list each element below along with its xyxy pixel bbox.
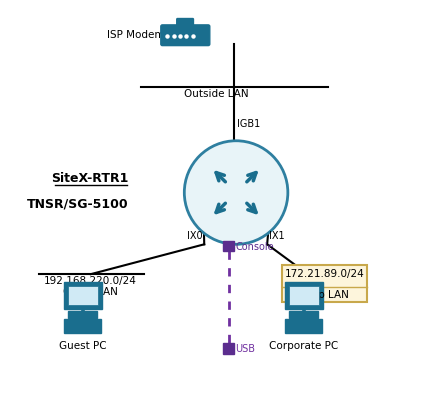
Text: IGB1: IGB1	[237, 119, 260, 129]
Text: 172.21.89.0/24: 172.21.89.0/24	[284, 269, 364, 279]
FancyBboxPatch shape	[68, 311, 97, 318]
Text: IX0: IX0	[187, 231, 202, 241]
FancyBboxPatch shape	[64, 319, 101, 333]
FancyBboxPatch shape	[177, 18, 194, 27]
Text: Console: Console	[235, 243, 274, 253]
FancyBboxPatch shape	[285, 282, 323, 309]
Text: Guest PC: Guest PC	[59, 341, 107, 350]
Text: Corp LAN: Corp LAN	[300, 290, 349, 300]
Text: Corporate PC: Corporate PC	[269, 341, 338, 350]
Text: IX1: IX1	[269, 231, 285, 241]
Text: SiteX-RTR1: SiteX-RTR1	[51, 172, 128, 185]
FancyBboxPatch shape	[289, 286, 319, 306]
Text: 192.168.220.0/24
Guest LAN: 192.168.220.0/24 Guest LAN	[44, 276, 137, 298]
FancyBboxPatch shape	[68, 286, 98, 306]
Bar	[223, 344, 234, 354]
FancyBboxPatch shape	[289, 311, 318, 318]
Text: ISP Modem/Router: ISP Modem/Router	[107, 30, 202, 40]
FancyBboxPatch shape	[285, 319, 323, 333]
FancyBboxPatch shape	[282, 265, 368, 302]
Text: TNSR/SG-5100: TNSR/SG-5100	[27, 198, 128, 211]
Text: Outside LAN: Outside LAN	[184, 89, 249, 99]
Bar	[223, 241, 234, 251]
Circle shape	[184, 141, 288, 244]
Text: USB: USB	[235, 344, 255, 354]
FancyBboxPatch shape	[161, 25, 210, 46]
FancyBboxPatch shape	[64, 282, 102, 309]
